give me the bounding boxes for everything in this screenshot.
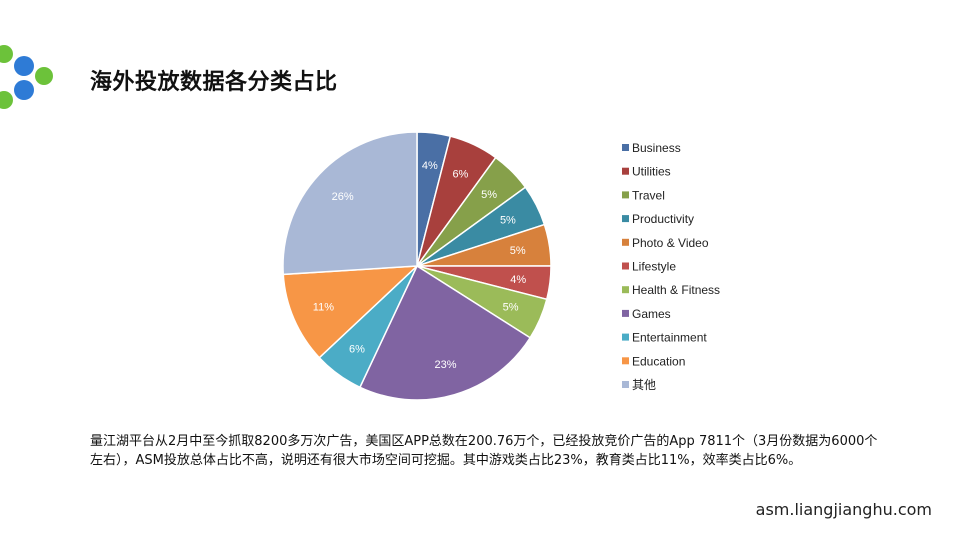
pie-slice-label: 4% xyxy=(422,160,438,172)
legend-swatch xyxy=(622,381,629,388)
legend-label: Photo & Video xyxy=(632,236,709,250)
legend-swatch xyxy=(622,333,629,341)
logo-dot-blue-bottom xyxy=(14,80,34,100)
legend-swatch xyxy=(622,262,629,270)
legend-swatch xyxy=(622,191,629,199)
legend-label: Entertainment xyxy=(632,331,707,345)
pie-slice-games xyxy=(358,264,532,401)
logo-dot-blue-top xyxy=(14,56,34,76)
legend-swatch xyxy=(622,167,629,175)
pie-slice-label: 5% xyxy=(503,302,519,314)
legend-label: Education xyxy=(632,354,685,368)
description-text: 量江湖平台从2月中至今抓取8200多万次广告，美国区APP总数在200.76万个… xyxy=(90,434,878,468)
logo-dot-green-mid xyxy=(35,67,53,85)
pie-slice-education xyxy=(282,265,420,359)
legend-label: Productivity xyxy=(632,212,694,226)
pie-slice-label: 6% xyxy=(349,344,365,356)
legend-label: Health & Fitness xyxy=(632,283,720,297)
pie-slice-label: 5% xyxy=(510,245,526,257)
footer-url: asm.liangjianghu.com xyxy=(755,500,932,519)
pie-slice-label: 5% xyxy=(500,215,516,227)
logo-dot-green-top xyxy=(0,45,13,63)
pie-slice-label: 26% xyxy=(332,191,354,203)
logo-dot-green-bottom xyxy=(0,91,13,109)
legend-swatch xyxy=(622,144,629,151)
brand-logo xyxy=(0,45,53,109)
pie-slice-label: 5% xyxy=(481,189,497,201)
legend-swatch xyxy=(622,215,629,223)
page-title: 海外投放数据各分类占比 xyxy=(90,70,338,95)
legend-swatch xyxy=(622,286,629,294)
pie-slice-label: 23% xyxy=(434,359,456,371)
legend-swatch xyxy=(622,238,629,246)
legend-label: Travel xyxy=(632,188,665,202)
legend-swatch xyxy=(622,357,629,365)
chart-legend: Business Utilities Travel Productivity Photo… xyxy=(622,141,720,392)
pie-slice-labels: 4% 6% 5% 5% 5% 4% 5% 23% 6% 11% 26% xyxy=(313,160,527,371)
pie-slices xyxy=(282,131,552,401)
legend-label: Games xyxy=(632,307,671,321)
legend-swatch xyxy=(622,309,629,317)
pie-slice-label: 11% xyxy=(313,302,334,314)
legend-label: 其他 xyxy=(632,378,656,392)
legend-label: Business xyxy=(632,141,681,155)
legend-label: Utilities xyxy=(632,165,671,179)
pie-slice-其他 xyxy=(282,131,418,276)
pie-slice-label: 4% xyxy=(510,274,526,286)
pie-slice-label: 6% xyxy=(452,169,468,181)
legend-label: Lifestyle xyxy=(632,260,676,274)
